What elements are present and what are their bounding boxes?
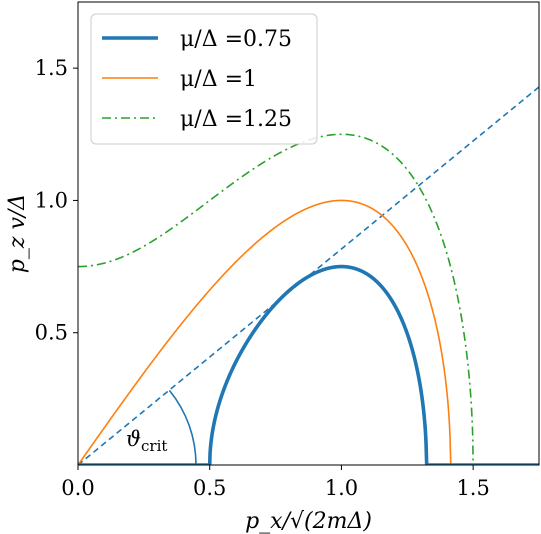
x-tick-label-3: 1.5: [456, 476, 489, 500]
x-tick-label-0: 0.0: [61, 476, 94, 500]
legend-label-2: μ/Δ =1.25: [180, 107, 292, 132]
axis-labels: p_x/√(2mΔ) p_z v/Δ: [5, 194, 372, 534]
y-tick-label-2: 1.5: [35, 56, 68, 80]
series-line-1: [78, 199, 539, 465]
annotation-group: ϑcrit: [126, 389, 197, 466]
legend-label-1: μ/Δ =1: [180, 67, 257, 92]
y-axis-label: p_z v/Δ: [5, 194, 30, 273]
legend-label-0: μ/Δ =0.75: [180, 27, 292, 52]
legend-box: [90, 13, 318, 145]
legend: μ/Δ =0.75 μ/Δ =1 μ/Δ =1.25: [90, 13, 318, 145]
y-tick-label-0: 0.5: [35, 321, 68, 345]
critical-angle-arc: [168, 389, 197, 466]
x-tick-label-2: 1.0: [325, 476, 358, 500]
critical-angle-subscript: crit: [141, 437, 167, 455]
critical-angle-label: ϑcrit: [126, 427, 167, 455]
series-line-2: [78, 133, 539, 465]
x-axis-label: p_x/√(2mΔ): [245, 509, 372, 534]
axes-frame: [77, 1, 540, 466]
tick-group: 0.0 0.5 1.0 1.5 0.5 1.0 1.5: [35, 56, 490, 500]
x-tick-label-1: 0.5: [193, 476, 226, 500]
series-line-0: [78, 264, 539, 465]
y-tick-label-1: 1.0: [35, 188, 68, 212]
